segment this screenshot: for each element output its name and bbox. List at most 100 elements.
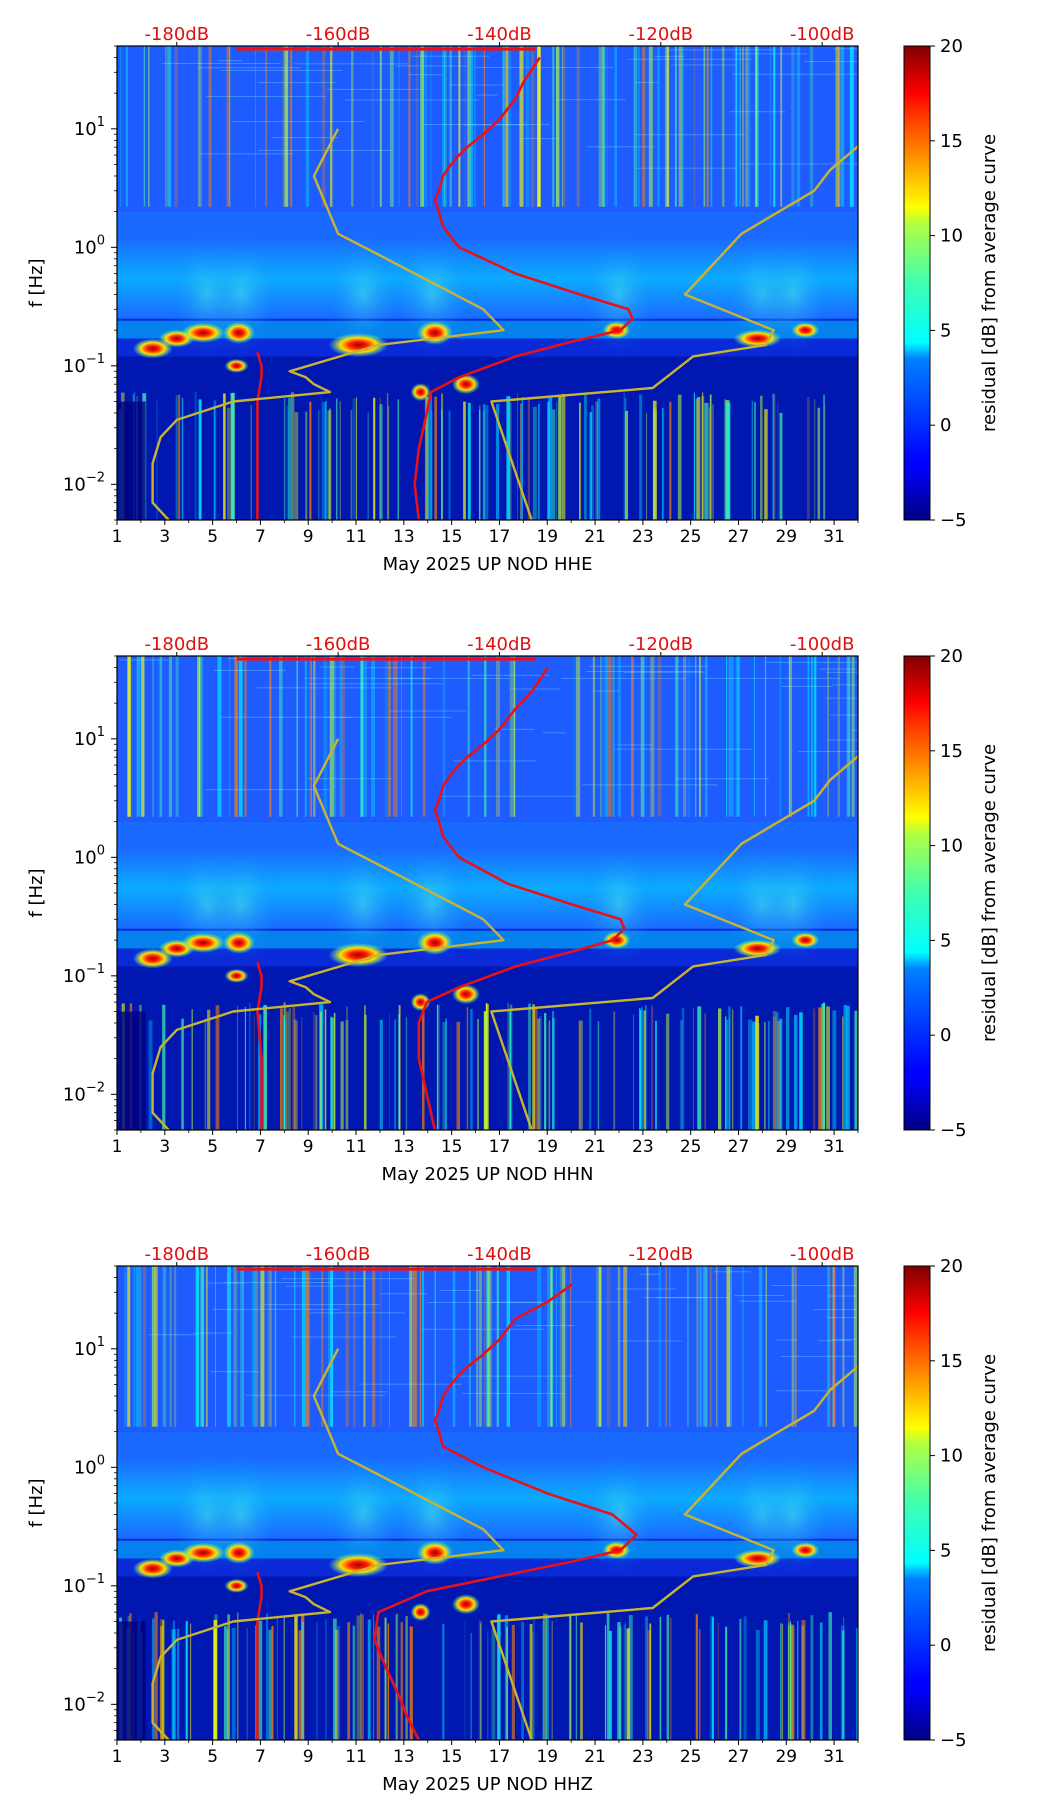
x-tick-label: 11 [345,1137,367,1157]
x-tick-label: 7 [255,527,266,547]
colorbar-label: residual [dB] from average curve [979,134,1000,432]
median-curve-0 [256,961,263,1130]
x-tick-label: 1 [112,1747,123,1767]
y-tick-label: 100 [74,1453,105,1478]
x-tick-label: 29 [775,1137,797,1157]
colorbar-gradient [903,1265,931,1741]
median-curve-0 [256,1571,263,1740]
top-db-label: -100dB [790,1244,855,1265]
x-tick-label: 19 [536,1137,558,1157]
noise-model-curve-2 [151,1348,505,1740]
colorbar-tick-label: 10 [940,1446,963,1467]
x-tick-label: 27 [728,1747,750,1767]
x-tick-label: 17 [489,1747,511,1767]
colorbar-label: residual [dB] from average curve [979,744,1000,1042]
y-tick-label: 10−2 [63,470,105,495]
colorbar-tick-label: 0 [940,415,951,436]
x-tick-label: 19 [536,1747,558,1767]
noise-model-curve-2 [151,128,505,520]
colorbar-tick-label: 5 [940,1540,951,1561]
x-tick-label: 15 [441,527,463,547]
noise-model-curve-2 [151,738,505,1130]
y-axis-label: f [Hz] [26,258,47,307]
x-tick-label: 23 [632,1747,654,1767]
x-tick-label: 9 [303,527,314,547]
x-tick-label: 25 [680,1137,702,1157]
top-db-label: -140dB [467,634,532,655]
x-tick-label: 11 [345,527,367,547]
noise-model-curve-3 [490,144,858,520]
colorbar-gradient [903,45,931,521]
top-db-label: -180dB [144,24,209,45]
y-axis-label: f [Hz] [26,868,47,917]
x-tick-label: 23 [632,527,654,547]
x-tick-label: 23 [632,1137,654,1157]
top-db-label: -120dB [628,634,693,655]
x-tick-label: 21 [584,1747,606,1767]
colorbar-tick-label: −5 [940,1120,967,1141]
x-tick-label: 21 [584,1137,606,1157]
heatmap-image [117,46,858,520]
top-db-label: -120dB [628,24,693,45]
colorbar-tick-label: 20 [940,1256,963,1277]
top-db-label: -160dB [306,24,371,45]
top-db-label: -100dB [790,634,855,655]
y-tick-label: 101 [74,725,105,750]
heatmap-image [117,1266,858,1740]
x-tick-label: 13 [393,1137,415,1157]
colorbar-tick-label: 0 [940,1635,951,1656]
y-axis-label: f [Hz] [26,1478,47,1527]
colorbar: 20 15 10 5 0 −5 residual [dB] from average cur… [903,1256,1000,1751]
x-tick-label: 31 [823,1137,845,1157]
y-tick-label: 10−2 [63,1080,105,1105]
top-db-label: -160dB [306,634,371,655]
colorbar-tick-label: 15 [940,131,963,152]
x-tick-label: 1 [112,527,123,547]
median-curve-0 [256,351,263,520]
x-tick-label: 9 [303,1747,314,1767]
top-db-label: -140dB [467,1244,532,1265]
x-tick-label: 9 [303,1137,314,1157]
x-tick-label: 29 [775,527,797,547]
x-tick-label: 15 [441,1747,463,1767]
x-tick-label: 31 [823,527,845,547]
y-tick-label: 101 [74,115,105,140]
top-db-label: -160dB [306,1244,371,1265]
colorbar: 20 15 10 5 0 −5 residual [dB] from average cur… [903,36,1000,531]
x-tick-label: 5 [207,1137,218,1157]
x-tick-label: 3 [159,527,170,547]
x-tick-label: 31 [823,1747,845,1767]
x-tick-label: 29 [775,1747,797,1767]
x-axis-label: May 2025 UP NOD HHN [382,1164,594,1185]
y-tick-label: 100 [74,843,105,868]
y-tick-label: 100 [74,233,105,258]
x-tick-label: 25 [680,1747,702,1767]
x-tick-label: 19 [536,527,558,547]
x-tick-label: 21 [584,527,606,547]
top-db-label: -180dB [144,634,209,655]
median-curve-1 [417,666,626,1130]
colorbar-tick-label: −5 [940,510,967,531]
x-tick-label: 5 [207,527,218,547]
top-db-label: -120dB [628,1244,693,1265]
x-tick-label: 3 [159,1747,170,1767]
y-tick-label: 10−1 [63,352,105,377]
colorbar-tick-label: 5 [940,320,951,341]
top-db-label: -140dB [467,24,532,45]
x-tick-label: 7 [255,1137,266,1157]
x-tick-label: 17 [489,1137,511,1157]
y-tick-label: 10−1 [63,1572,105,1597]
median-curve-1 [413,56,634,520]
x-axis-label: May 2025 UP NOD HHZ [382,1774,593,1795]
x-tick-label: 3 [159,1137,170,1157]
colorbar-tick-label: 15 [940,741,963,762]
colorbar-tick-label: 10 [940,836,963,857]
x-tick-label: 13 [393,527,415,547]
noise-model-curve-3 [490,1364,858,1740]
heatmap-image [117,656,858,1130]
noise-model-curve-3 [490,754,858,1130]
median-curve-1 [373,1283,638,1740]
x-tick-label: 27 [728,527,750,547]
